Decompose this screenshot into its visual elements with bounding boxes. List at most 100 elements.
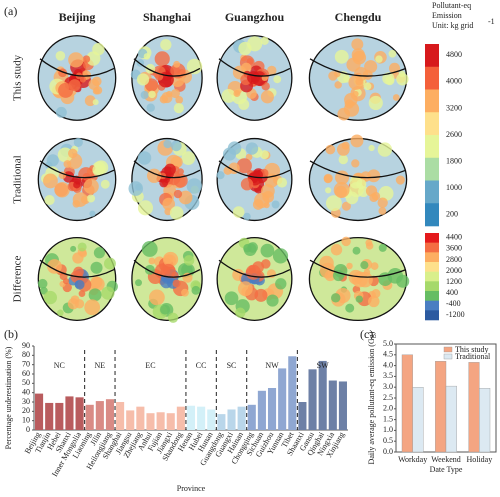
map-cell: [259, 150, 269, 160]
colorbar-tick-label: 1200: [446, 277, 462, 286]
map-cell: [73, 137, 83, 148]
map-cell: [89, 210, 96, 217]
region-label: NC: [54, 361, 65, 370]
map-cell: [58, 82, 74, 98]
map-cell: [368, 95, 383, 111]
colorbar-segment: [425, 112, 439, 136]
map-cell: [137, 151, 152, 165]
map-cell: [148, 90, 156, 99]
map-cell: [355, 295, 363, 303]
map-cell: [55, 51, 66, 61]
map-cell: [243, 212, 251, 221]
bar: [247, 404, 256, 430]
map-boundary: [133, 259, 201, 278]
y-tick-label: 70: [22, 359, 30, 368]
map-cell: [362, 69, 373, 80]
map-cell: [136, 73, 150, 86]
colorbar-tick-label: 3600: [446, 244, 462, 253]
map-cell: [276, 177, 288, 188]
map-cell: [260, 243, 275, 258]
map-cell: [92, 163, 105, 177]
map-cell: [351, 159, 360, 168]
map-cell: [46, 154, 59, 167]
colorbar-segment: [425, 135, 439, 159]
map-cell: [143, 53, 151, 60]
map-cell: [378, 186, 394, 201]
map-cell: [325, 195, 342, 212]
map-boundary: [133, 160, 201, 179]
bar: [116, 402, 125, 430]
map-cell: [216, 171, 225, 180]
map-cell: [247, 71, 261, 85]
map-cell: [160, 39, 172, 51]
y-axis-label: Daily average pollutant-eq emission (Gg): [367, 331, 376, 464]
map-cell: [173, 189, 183, 199]
map-cell: [238, 41, 252, 56]
map-cell: [104, 257, 116, 270]
colorbar-segment: [425, 157, 439, 181]
map-cell: [387, 268, 404, 284]
bar: [412, 387, 424, 453]
bar: [435, 361, 447, 453]
colorbar-title: Emission: [432, 11, 462, 20]
bar: [318, 360, 327, 430]
y-tick-label: 0: [26, 425, 30, 434]
map-cell: [345, 303, 355, 313]
y-tick-label: 0.5: [383, 436, 393, 445]
x-axis-label: Province: [177, 484, 206, 493]
map-cell: [159, 178, 169, 188]
colorbar-segment: [425, 233, 439, 243]
bar: [176, 406, 185, 430]
map-cell: [377, 197, 388, 208]
legend-swatch: [443, 346, 453, 353]
bar: [166, 413, 175, 430]
map-cell: [365, 239, 373, 247]
map-cell: [251, 176, 258, 183]
colorbar-tick-label: 3200: [446, 103, 462, 112]
map-cell: [128, 181, 144, 196]
map-cell: [160, 304, 171, 315]
bar: [278, 368, 287, 430]
map-cell: [221, 89, 236, 103]
map-cell: [338, 154, 349, 165]
bar: [338, 381, 347, 430]
map-cell: [173, 103, 184, 114]
map-cell: [331, 293, 341, 303]
map-cell: [346, 262, 353, 270]
map-boundary: [39, 259, 115, 278]
map-cell: [348, 74, 364, 90]
map-cell: [341, 201, 351, 211]
bar: [237, 406, 246, 430]
map-cell: [62, 278, 70, 285]
map-cell: [183, 255, 195, 266]
bar: [126, 410, 135, 430]
map-cell: [186, 58, 203, 75]
map-cell: [181, 151, 196, 165]
row-label: This study: [12, 54, 24, 101]
map-cell: [334, 81, 342, 89]
map-cell: [141, 241, 158, 257]
map-cell: [382, 72, 395, 85]
map-cell: [154, 51, 170, 67]
map-cell: [159, 95, 168, 104]
map-cell: [272, 248, 289, 264]
colorbar-title: Pollutant-eq: [432, 1, 471, 10]
map-cell: [160, 276, 173, 289]
panel-label: (c): [360, 327, 373, 341]
bar: [95, 401, 104, 430]
bar: [75, 397, 84, 430]
colorbar-segment: [425, 203, 439, 227]
map-cell: [172, 279, 181, 288]
map-cell: [357, 271, 373, 288]
y-tick-label: 50: [22, 378, 30, 387]
bar: [445, 385, 457, 453]
colorbar-segment: [425, 89, 439, 113]
map-cell: [324, 270, 336, 282]
map-cell: [43, 290, 58, 305]
colorbar-tick-label: -400: [446, 299, 461, 308]
colorbar-tick-label: 4400: [446, 233, 462, 242]
city-header: Chengdu: [335, 10, 382, 24]
map-cell: [343, 75, 351, 83]
y-tick-label: 5.0: [383, 339, 393, 348]
